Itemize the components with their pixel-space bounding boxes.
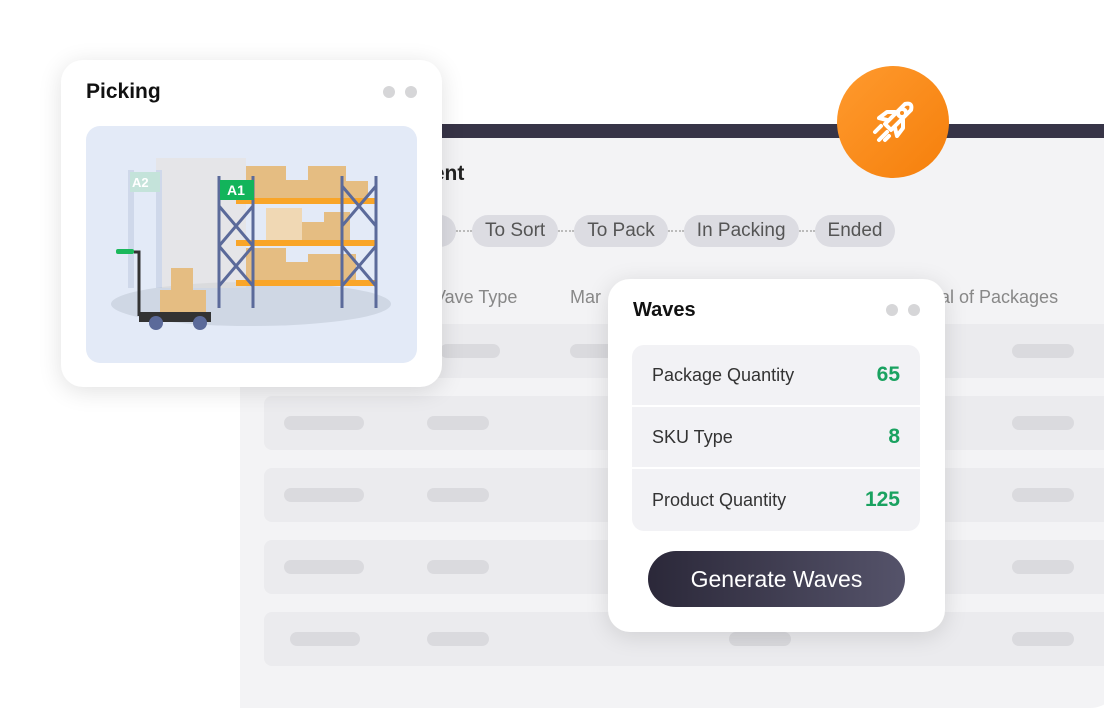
- picking-card: Picking A2 A1: [61, 60, 442, 387]
- stat-value: 8: [888, 425, 900, 448]
- stat-sku-type: SKU Type 8: [632, 407, 920, 469]
- stat-label: SKU Type: [652, 426, 733, 447]
- window-dots: [383, 86, 417, 98]
- stat-value: 65: [876, 363, 900, 386]
- column-total-packages: al of Packages: [940, 287, 1059, 307]
- step-ended[interactable]: Ended: [814, 215, 896, 247]
- stat-package-quantity: Package Quantity 65: [632, 345, 920, 407]
- window-dots: [886, 304, 920, 316]
- stat-product-quantity: Product Quantity 125: [632, 469, 920, 531]
- stat-label: Product Quantity: [652, 489, 787, 510]
- stat-value: 125: [864, 488, 900, 511]
- column-mark: Mar: [570, 287, 601, 307]
- step-to-sort[interactable]: To Sort: [472, 215, 559, 247]
- table-row[interactable]: [264, 612, 1104, 666]
- label-a1: A1: [227, 182, 245, 198]
- rocket-badge: [837, 66, 949, 178]
- rocket-icon: [873, 101, 914, 142]
- stat-label: Package Quantity: [652, 364, 795, 385]
- warehouse-illustration: A2 A1: [86, 126, 417, 363]
- label-a2: A2: [132, 175, 149, 190]
- step-to-pack[interactable]: To Pack: [574, 215, 668, 247]
- wave-stats: Package Quantity 65 SKU Type 8 Product Qua…: [632, 345, 920, 531]
- waves-title: Waves: [633, 299, 696, 321]
- column-wave-type: Vave Type: [434, 287, 518, 307]
- status-steps: To Sort To Pack In Packing Ended: [380, 215, 896, 247]
- step-in-packing[interactable]: In Packing: [683, 215, 799, 247]
- generate-waves-button[interactable]: Generate Waves: [648, 551, 905, 607]
- picking-title: Picking: [86, 80, 161, 103]
- waves-card: Waves Package Quantity 65 SKU Type 8 Produ…: [608, 279, 945, 632]
